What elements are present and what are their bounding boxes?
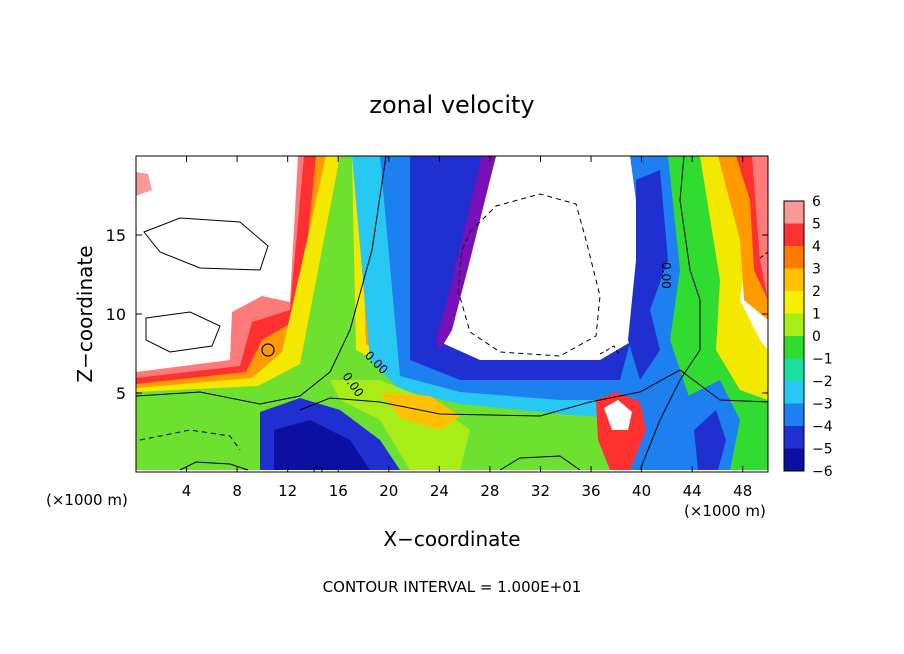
x-tick-label: 4	[182, 482, 192, 500]
field-white-hole	[604, 400, 632, 430]
colorbar-label: −6	[812, 464, 833, 480]
contour-label: 0.00	[659, 262, 673, 289]
colorbar-swatch	[784, 246, 804, 269]
x-tick-label: 48	[733, 482, 752, 500]
y-tick-labels: 5 10 15	[106, 226, 126, 403]
y-tick-label: 15	[106, 226, 126, 245]
colorbar-swatch	[784, 381, 804, 404]
colorbar-frame	[783, 200, 805, 472]
x-tick-label: 16	[329, 482, 348, 500]
x-tick-label: 36	[581, 482, 600, 500]
colorbar-swatch	[784, 291, 804, 314]
x-unit-label-left: (×1000 m)	[46, 491, 128, 509]
colorbar-swatch	[784, 268, 804, 292]
contour-line-dashed	[139, 429, 241, 451]
field-right-darkblue	[628, 170, 668, 380]
contour-interval-note: CONTOUR INTERVAL = 1.000E+01	[323, 578, 582, 596]
contour-line-dashed	[759, 251, 768, 259]
contour-line	[143, 217, 269, 271]
x-tick-label: 12	[278, 482, 297, 500]
colorbar-label: 0	[812, 329, 821, 345]
x-tick-label: 44	[683, 482, 702, 500]
colorbar-label: 4	[812, 239, 821, 255]
contour-ring	[261, 343, 275, 357]
tick-marks	[136, 156, 768, 472]
colorbar-label: 6	[812, 194, 821, 210]
field-right-yellow	[700, 156, 768, 400]
field-lower-darkblue	[274, 420, 370, 470]
field-right-pink	[752, 156, 768, 300]
colorbar-swatch	[784, 336, 804, 359]
colorbar-swatch	[784, 426, 804, 449]
contour-line-dashed	[599, 345, 621, 357]
x-tick-label: 24	[430, 482, 449, 500]
x-tick-label: 28	[480, 482, 499, 500]
colorbar-label: 1	[812, 307, 821, 323]
colorbar-label: −4	[812, 419, 833, 435]
field-darkblue	[410, 156, 640, 380]
contour-line-dashed	[457, 193, 601, 357]
colorbar-label: −3	[812, 397, 833, 413]
y-tick-label: 5	[116, 384, 126, 403]
contour-line	[299, 369, 768, 417]
x-unit-label-right: (×1000 m)	[684, 502, 766, 520]
x-tick-labels: 4 8 12 16 20 24 28 32 36 40 44 48	[182, 482, 752, 500]
x-tick-label: 20	[379, 482, 398, 500]
heatmap-field	[136, 156, 768, 472]
x-tick-label: 32	[531, 482, 550, 500]
colorbar-swatch	[784, 201, 804, 224]
contour-line	[136, 156, 387, 405]
x-tick-label: 40	[632, 482, 651, 500]
contour-line	[179, 461, 249, 471]
colorbar-swatch	[784, 358, 804, 382]
field-purple-strip	[436, 156, 496, 350]
contour-ring	[313, 465, 323, 472]
colorbar-swatch	[784, 223, 804, 247]
field-pink-corner	[136, 172, 152, 196]
colorbar-swatch	[784, 448, 804, 472]
chart-title: zonal velocity	[369, 91, 534, 119]
colorbar-labels: 6 5 4 3 2 1 0 −1 −2 −3 −4 −5 −6	[812, 194, 833, 480]
field-lower-green	[330, 380, 470, 470]
colorbar-swatch	[784, 403, 804, 427]
contour-line	[499, 455, 581, 471]
y-axis-label: Z−coordinate	[73, 245, 97, 382]
colorbar-label: −5	[812, 442, 833, 458]
colorbar-label: −2	[812, 374, 833, 390]
y-tick-label: 10	[106, 305, 126, 324]
colorbar-swatch	[784, 313, 804, 337]
colorbar-label: −1	[812, 352, 833, 368]
field-right-lower-darkblue	[694, 410, 726, 470]
x-axis-label: X−coordinate	[383, 527, 520, 551]
field-lower-orange	[380, 392, 460, 430]
x-tick-label: 8	[232, 482, 242, 500]
colorbar	[784, 201, 804, 472]
contour-line	[639, 156, 701, 471]
field-right-green	[668, 156, 768, 470]
colorbar-label: 2	[812, 284, 821, 300]
colorbar-label: 3	[812, 262, 821, 278]
contour-line	[145, 311, 221, 353]
colorbar-label: 5	[812, 217, 821, 233]
